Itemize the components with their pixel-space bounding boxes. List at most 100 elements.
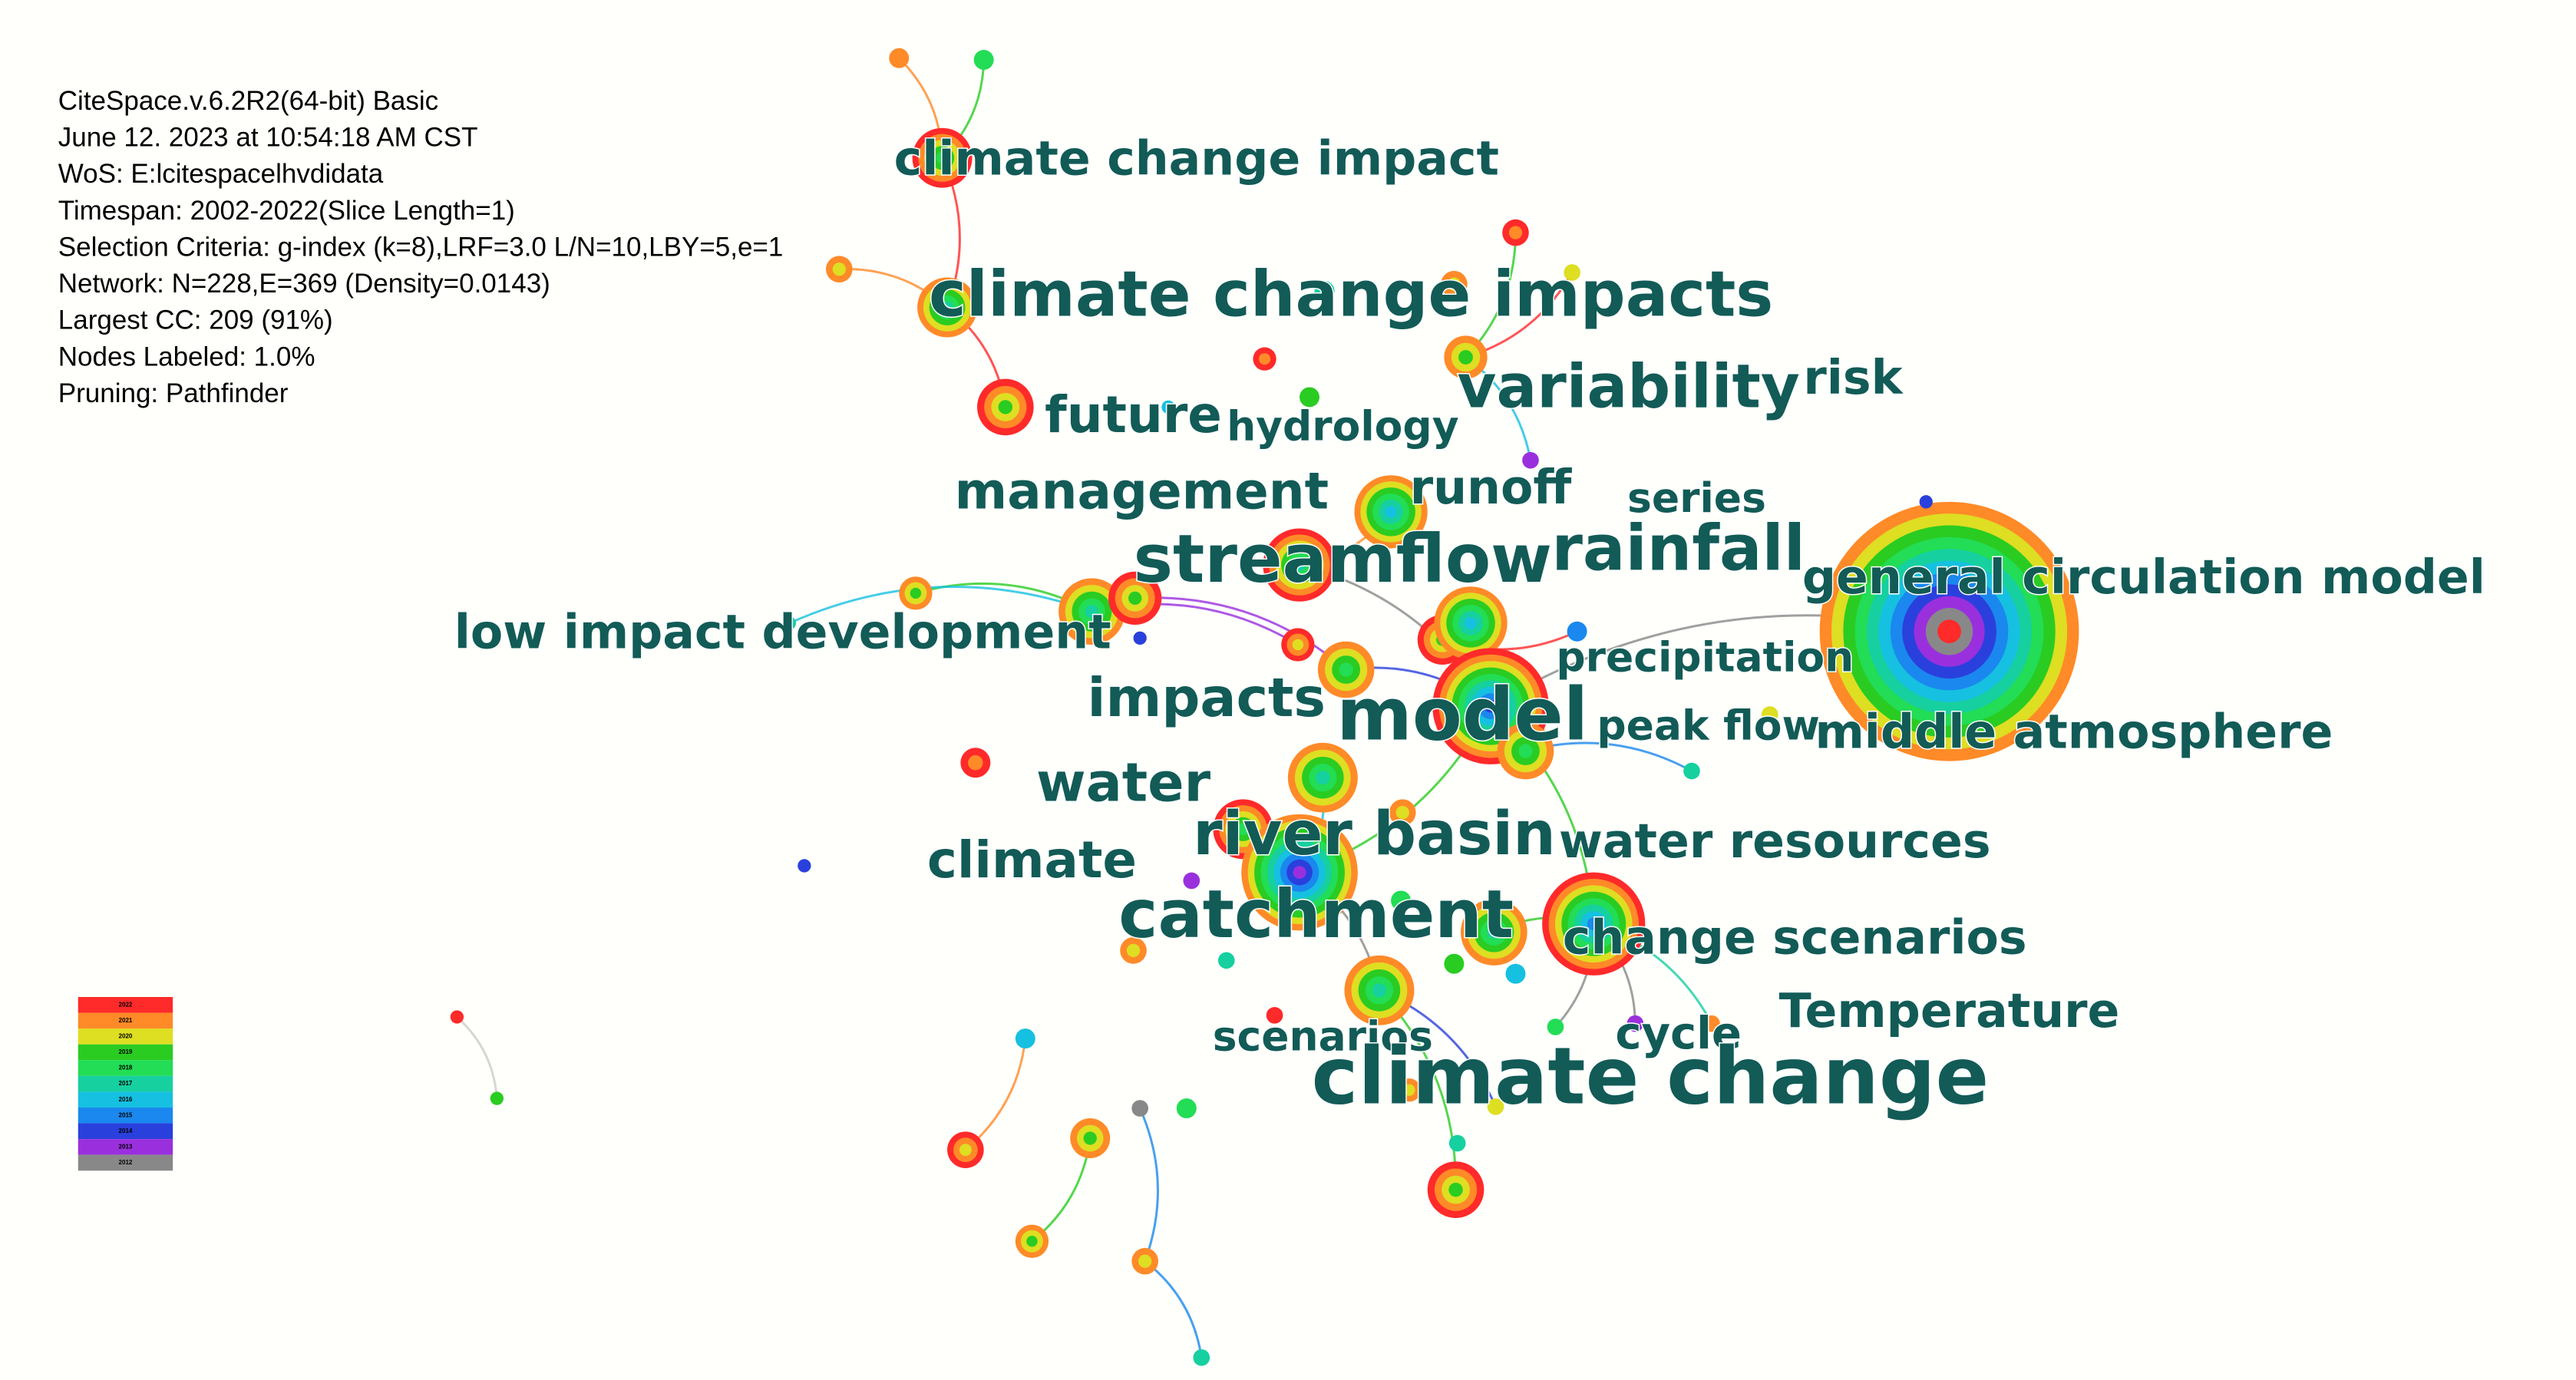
node-label: catchment bbox=[1118, 877, 1514, 953]
node-ring bbox=[832, 262, 846, 276]
node-ring bbox=[1508, 226, 1523, 239]
edge bbox=[788, 586, 1092, 625]
node-ring bbox=[1395, 806, 1409, 820]
node bbox=[1131, 1100, 1149, 1117]
edge bbox=[1134, 596, 1347, 671]
node-ring bbox=[998, 400, 1013, 414]
node-label: low impact development bbox=[454, 604, 1111, 659]
node-label: change scenarios bbox=[1563, 910, 2027, 966]
node-label: model bbox=[1336, 672, 1588, 757]
node bbox=[782, 616, 797, 630]
node bbox=[1448, 1134, 1466, 1152]
info-line: Nodes Labeled: 1.0% bbox=[58, 342, 315, 371]
info-line: June 12. 2023 at 10:54:18 AM CST bbox=[58, 123, 478, 153]
node-ring bbox=[1083, 1131, 1097, 1145]
node bbox=[450, 1010, 464, 1024]
legend-year: 2018 bbox=[119, 1065, 133, 1071]
node-ring bbox=[1518, 744, 1533, 758]
node bbox=[1217, 952, 1235, 969]
legend-year: 2019 bbox=[119, 1048, 133, 1055]
node-label: risk bbox=[1803, 350, 1904, 405]
node-label: climate change bbox=[1311, 1032, 1989, 1123]
node bbox=[1193, 1349, 1210, 1366]
legend-year: 2017 bbox=[119, 1080, 133, 1087]
node-ring bbox=[1128, 591, 1142, 606]
node-label: general circulation model bbox=[1802, 550, 2485, 605]
legend-swatch bbox=[78, 1139, 173, 1155]
node bbox=[1761, 706, 1778, 723]
node-ring bbox=[1937, 619, 1961, 644]
node bbox=[1522, 451, 1539, 469]
legend: 2022 2021 2020 2019 2018 2017 2016 2015 2014 2013… bbox=[78, 997, 173, 1171]
legend-year: 2013 bbox=[119, 1144, 133, 1151]
node-ring bbox=[1385, 505, 1398, 518]
node-label: impacts bbox=[1088, 667, 1326, 729]
node-ring bbox=[1458, 350, 1473, 365]
node-ring bbox=[1447, 277, 1461, 291]
info-line: Selection Criteria: g-index (k=8),LRF=3.… bbox=[58, 232, 784, 262]
node-label: climate bbox=[927, 830, 1137, 890]
node-ring bbox=[1237, 823, 1250, 836]
node bbox=[1133, 631, 1147, 645]
info-line: WoS: E:lcitespacelhvdidata bbox=[58, 159, 384, 189]
node bbox=[1564, 264, 1580, 281]
node-ring bbox=[968, 754, 983, 771]
node bbox=[1505, 963, 1526, 984]
legend-swatch bbox=[78, 1091, 173, 1108]
node bbox=[1314, 280, 1335, 301]
node-ring bbox=[1293, 866, 1306, 880]
node-label: water bbox=[1036, 752, 1211, 814]
node bbox=[1627, 1015, 1644, 1032]
edge bbox=[1144, 1260, 1203, 1359]
node-ring bbox=[1085, 605, 1099, 619]
nodes bbox=[450, 48, 2079, 1366]
node-label: Temperature bbox=[1779, 983, 2120, 1038]
node bbox=[1266, 1006, 1283, 1024]
node-label: hydrology bbox=[1227, 402, 1459, 451]
node-ring bbox=[910, 587, 922, 599]
node-label: variability bbox=[1458, 352, 1800, 421]
node bbox=[1487, 1098, 1504, 1115]
edge bbox=[456, 1015, 498, 1099]
legend-swatch bbox=[78, 1012, 173, 1029]
legend-swatch bbox=[78, 1154, 173, 1171]
node bbox=[1176, 1098, 1197, 1119]
edge bbox=[1138, 1108, 1159, 1262]
node-label: river basin bbox=[1193, 799, 1556, 869]
node-ring bbox=[1026, 1236, 1038, 1247]
node bbox=[1703, 1015, 1720, 1032]
node-ring bbox=[1403, 1084, 1415, 1096]
node-ring bbox=[941, 301, 953, 314]
node-label: peak flow bbox=[1597, 701, 1820, 749]
node bbox=[1444, 953, 1465, 974]
legend-swatch bbox=[78, 997, 173, 1013]
node-ring bbox=[1372, 983, 1387, 998]
node bbox=[1683, 762, 1700, 780]
node bbox=[973, 49, 994, 70]
node-label: streamflow bbox=[1134, 521, 1552, 598]
legend-year: 2012 bbox=[119, 1159, 133, 1166]
info-line: Largest CC: 209 (91%) bbox=[58, 305, 333, 335]
node-label: precipitation bbox=[1556, 633, 1854, 682]
node-ring bbox=[1448, 1182, 1463, 1197]
node-label: rainfall bbox=[1551, 513, 1805, 586]
legend-year: 2021 bbox=[119, 1017, 133, 1024]
node-label: climate change impact bbox=[894, 130, 1499, 186]
node-ring bbox=[936, 151, 949, 164]
node-label: future bbox=[1045, 385, 1222, 444]
node-ring bbox=[1292, 639, 1304, 651]
legend-year: 2016 bbox=[119, 1096, 133, 1103]
legend-year: 2022 bbox=[119, 1001, 133, 1008]
legend-year: 2014 bbox=[119, 1127, 133, 1134]
node-label: series bbox=[1627, 474, 1766, 522]
node bbox=[1300, 387, 1320, 408]
node-label: management bbox=[955, 461, 1329, 520]
node-ring bbox=[1258, 353, 1271, 365]
node-ring bbox=[1293, 559, 1306, 572]
legend-swatch bbox=[78, 1075, 173, 1092]
legend-year: 2020 bbox=[119, 1033, 133, 1040]
node-ring bbox=[1316, 771, 1330, 785]
info-line: CiteSpace.v.6.2R2(64-bit) Basic bbox=[58, 86, 438, 116]
